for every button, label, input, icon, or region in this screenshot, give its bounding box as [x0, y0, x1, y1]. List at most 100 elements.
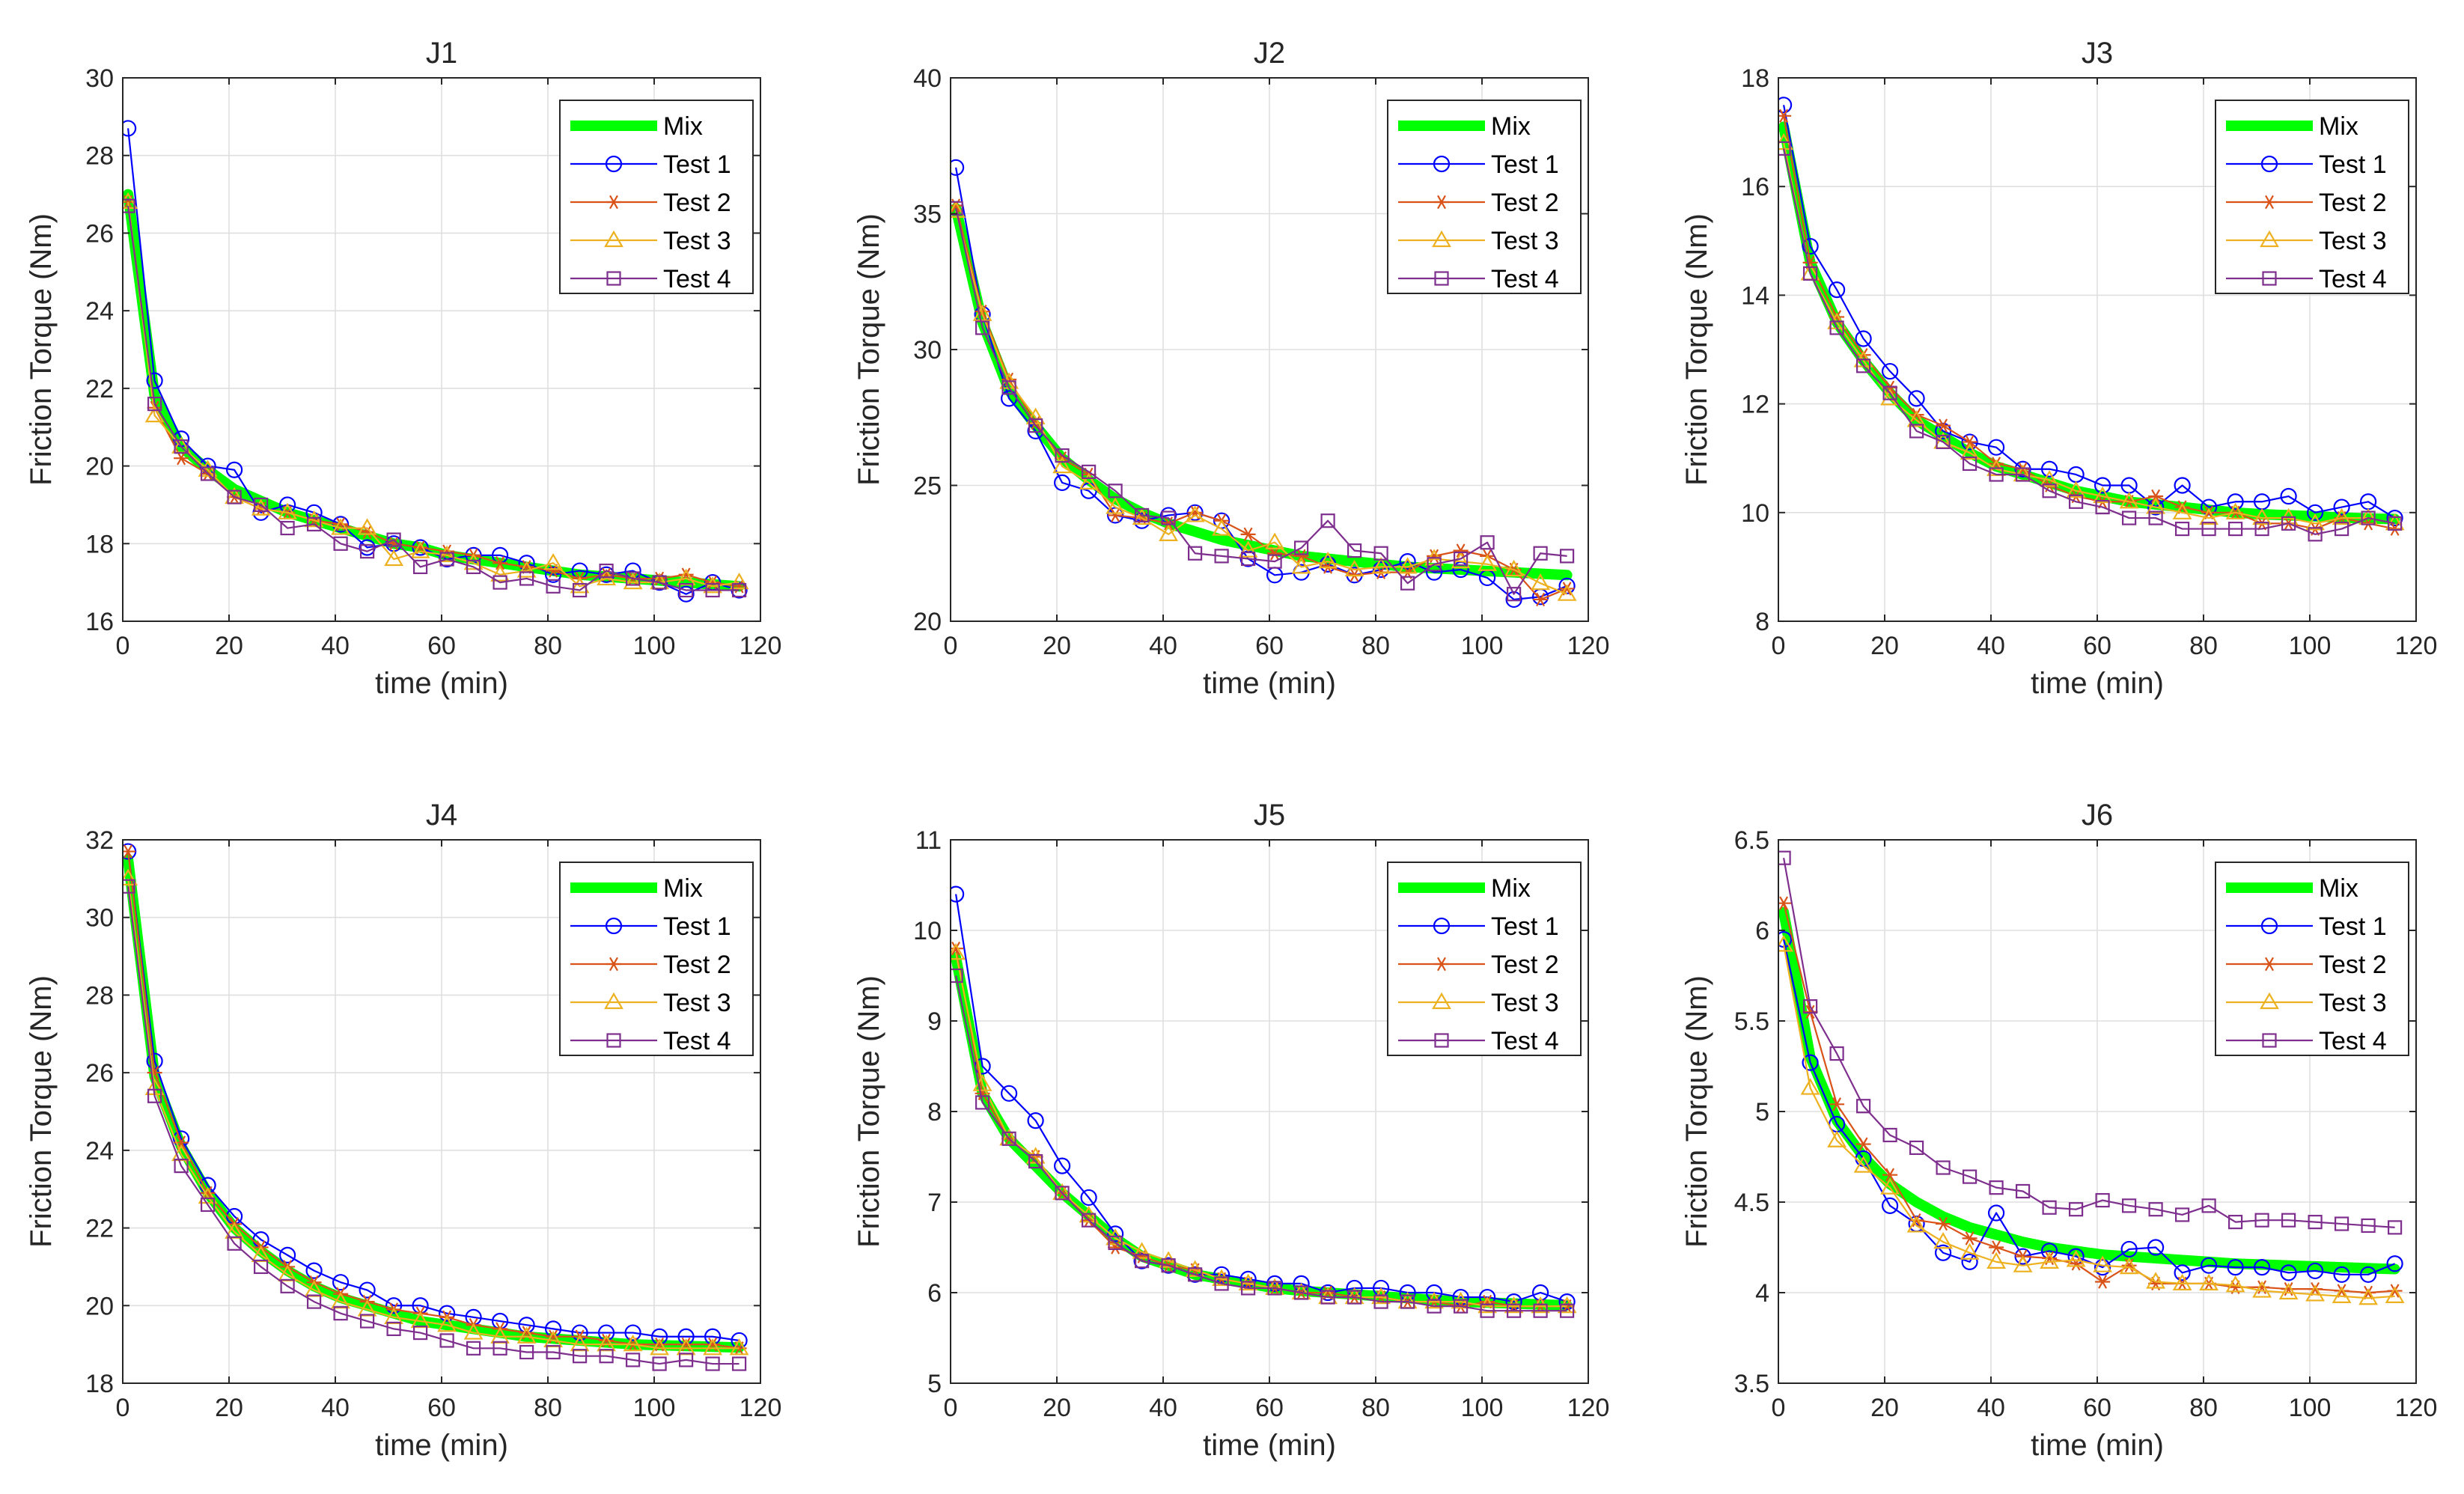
data-point-test-4 — [227, 490, 242, 504]
data-point-test-3 — [951, 201, 966, 218]
data-point-test-3 — [703, 1338, 723, 1356]
data-point-test-4 — [307, 1294, 322, 1309]
data-point-test-1 — [2254, 1259, 2271, 1276]
data-point-test-1 — [2386, 509, 2403, 527]
y-tick-label: 14 — [1741, 281, 1769, 310]
data-point-test-4 — [1161, 1258, 1176, 1273]
x-axis-label: time (min) — [375, 1429, 508, 1462]
data-point-test-4 — [2254, 521, 2269, 537]
data-point-test-4 — [2016, 467, 2031, 482]
data-point-test-3 — [1880, 388, 1900, 406]
data-point-test-2 — [2387, 1284, 2403, 1298]
x-tick-label: 40 — [1977, 1394, 2005, 1422]
data-point-test-4 — [466, 559, 481, 575]
x-tick-label: 100 — [633, 1394, 676, 1422]
data-point-test-2 — [2095, 1275, 2111, 1289]
data-point-test-3 — [490, 564, 510, 582]
data-point-test-3 — [437, 545, 457, 562]
data-point-test-4 — [2042, 1200, 2057, 1215]
data-point-test-1 — [1532, 1284, 1549, 1302]
data-point-test-3 — [1906, 410, 1927, 427]
data-point-test-4 — [731, 1356, 747, 1371]
y-tick-label: 24 — [85, 297, 114, 326]
data-point-test-2 — [2308, 1281, 2323, 1296]
data-point-test-2 — [1882, 1168, 1898, 1182]
data-point-test-4 — [1778, 850, 1791, 865]
data-point-test-3 — [1318, 551, 1338, 569]
legend-marker-test-3 — [604, 230, 623, 248]
series-group — [123, 120, 749, 603]
legend-box — [1387, 100, 1582, 294]
data-point-test-3 — [951, 943, 966, 960]
legend-box — [2215, 100, 2409, 294]
data-point-test-3 — [304, 510, 324, 528]
x-tick-label: 0 — [944, 1394, 958, 1422]
data-point-test-2 — [1962, 1231, 1977, 1245]
data-point-test-4 — [386, 1321, 401, 1337]
data-point-test-3 — [1880, 1177, 1900, 1195]
data-point-test-3 — [1132, 507, 1152, 525]
subplot-j1: 0 20 40 60 80 100 120 16 18 20 22 24 26 28 30 J1 time (m… — [25, 37, 781, 700]
series-group — [1778, 850, 2405, 1305]
legend-marker-test-3 — [1432, 992, 1451, 1010]
data-point-test-4 — [1267, 554, 1282, 569]
legend-marker-test-2 — [2262, 195, 2277, 210]
y-axis-label: Friction Torque (Nm) — [25, 975, 58, 1248]
data-point-test-3 — [516, 561, 537, 578]
data-point-test-4 — [599, 563, 614, 579]
data-point-test-4 — [1134, 507, 1150, 523]
data-point-test-4 — [1963, 456, 1977, 472]
y-tick-label: 16 — [1741, 173, 1769, 201]
data-point-test-4 — [546, 579, 561, 594]
series-line-test-1 — [955, 894, 1567, 1303]
data-point-test-4 — [280, 1278, 295, 1293]
x-tick-label: 20 — [215, 632, 243, 660]
series-line-test-4 — [955, 975, 1567, 1312]
data-point-test-3 — [2066, 1250, 2086, 1267]
data-point-test-3 — [2278, 1282, 2299, 1300]
legend: Mix Test 1 Test 2 Test 3 Test 4 — [2215, 100, 2409, 294]
data-point-test-4 — [1028, 1153, 1043, 1169]
x-axis-label: time (min) — [1203, 667, 1336, 700]
data-point-test-4 — [254, 497, 269, 513]
legend-marker-test-1 — [1433, 155, 1451, 173]
x-tick-label: 20 — [1870, 632, 1899, 660]
data-point-test-4 — [1373, 546, 1388, 561]
data-point-test-4 — [975, 320, 990, 335]
data-point-test-4 — [1778, 141, 1791, 156]
data-point-test-4 — [652, 575, 667, 590]
data-point-test-3 — [2172, 502, 2192, 519]
data-point-test-4 — [1214, 1276, 1229, 1291]
data-point-test-4 — [439, 1333, 454, 1348]
data-point-test-3 — [2172, 1273, 2192, 1291]
data-point-test-3 — [2146, 1272, 2166, 1289]
data-point-test-4 — [1506, 587, 1522, 602]
chart-title: J1 — [426, 37, 457, 70]
series-line-test-1 — [1783, 939, 2396, 1275]
legend-label-test-2: Test 2 — [2319, 951, 2387, 979]
data-point-test-3 — [703, 576, 723, 594]
data-point-test-4 — [2016, 1183, 2031, 1199]
data-point-test-2 — [174, 451, 189, 466]
data-point-test-3 — [2066, 481, 2086, 498]
x-tick-label: 0 — [116, 1394, 130, 1422]
data-point-test-1 — [2201, 1257, 2218, 1274]
legend: Mix Test 1 Test 2 Test 3 Test 4 — [1387, 100, 1582, 294]
data-point-test-4 — [2335, 1216, 2349, 1231]
y-axis-label: Friction Torque (Nm) — [853, 213, 885, 486]
x-tick-label: 120 — [739, 1394, 782, 1422]
data-point-test-3 — [729, 572, 749, 590]
data-point-test-4 — [572, 582, 588, 598]
x-tick-label: 40 — [321, 1394, 350, 1422]
legend: Mix Test 1 Test 2 Test 3 Test 4 — [1387, 862, 1582, 1056]
data-point-test-4 — [2069, 494, 2084, 509]
legend-label-test-2: Test 2 — [663, 951, 731, 979]
data-point-test-1 — [1266, 1275, 1284, 1293]
data-point-test-1 — [2227, 1259, 2244, 1276]
data-point-test-4 — [2281, 516, 2296, 531]
legend-marker-test-2 — [2262, 957, 2277, 972]
data-point-test-1 — [1802, 1054, 1819, 1071]
x-tick-label: 120 — [1567, 1394, 1610, 1422]
data-point-test-3 — [2225, 1275, 2245, 1293]
legend: Mix Test 1 Test 2 Test 3 Test 4 — [559, 862, 754, 1056]
